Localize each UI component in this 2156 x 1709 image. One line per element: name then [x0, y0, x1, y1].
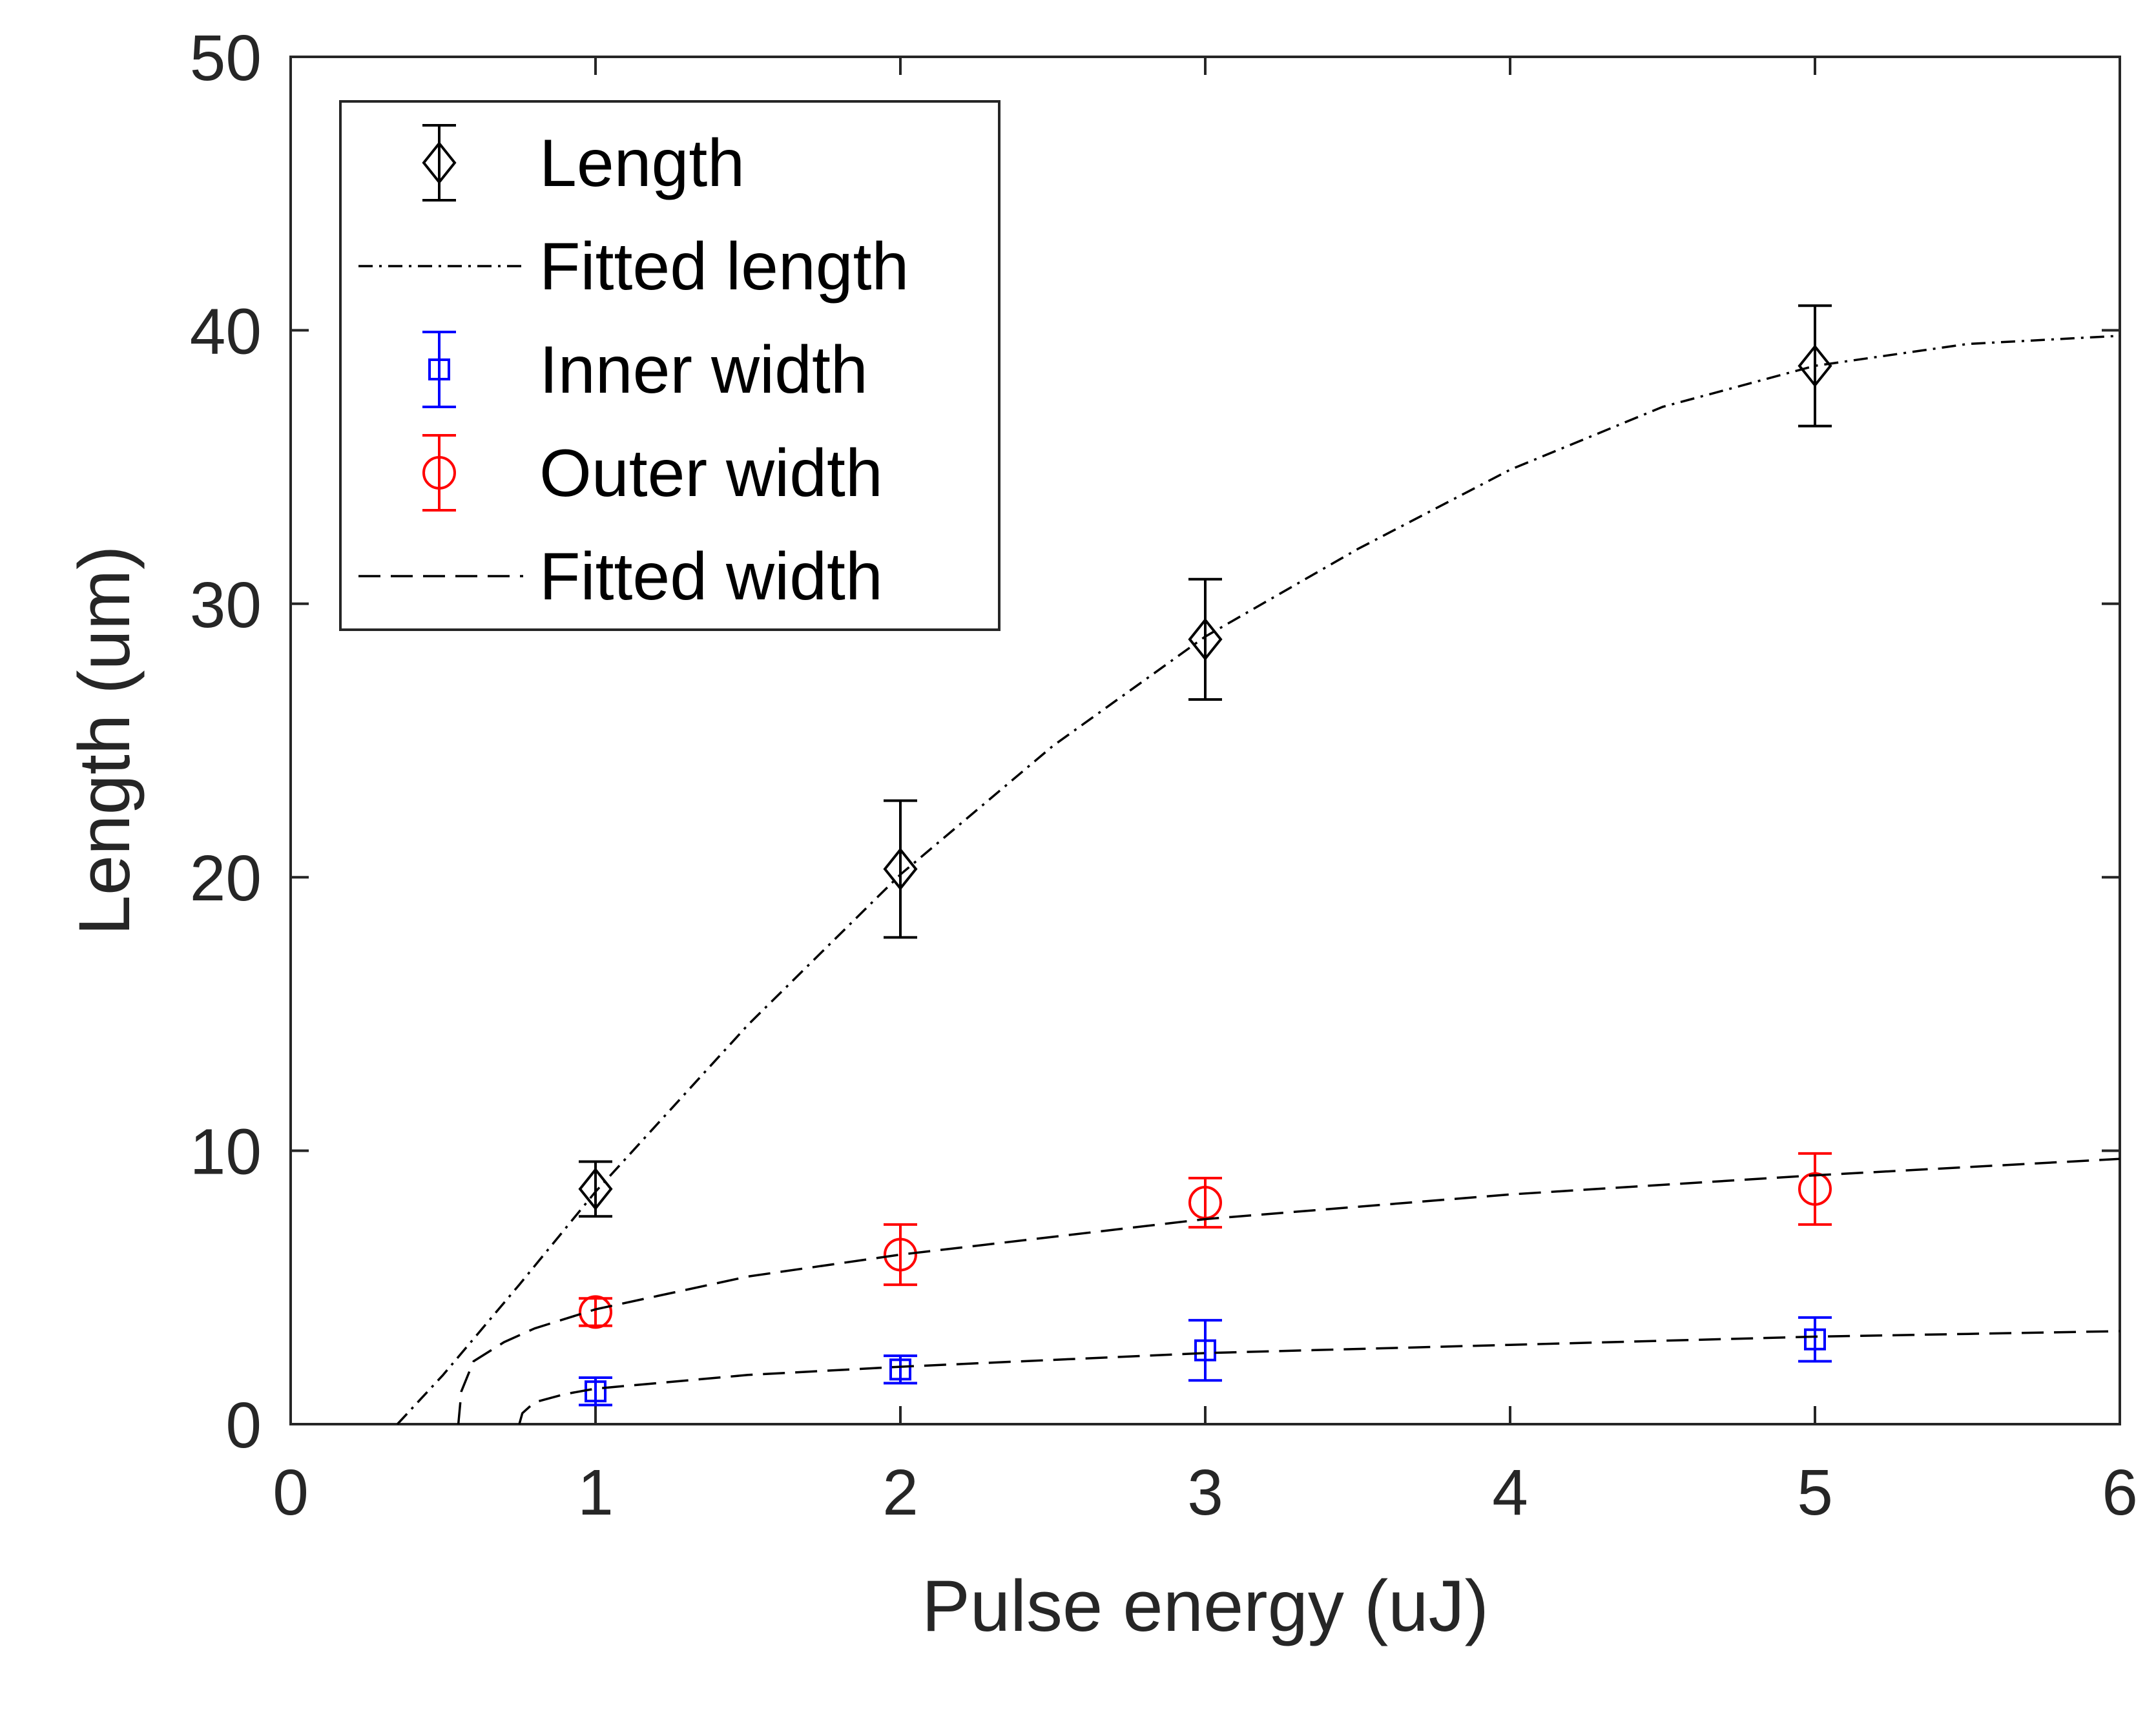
data-point-0-0 [578, 1167, 613, 1211]
legend-label-4: Fitted width [539, 539, 883, 614]
data-point-2-3 [1804, 1328, 1826, 1351]
data-point-3-3 [1798, 1172, 1832, 1206]
data-point-2-2 [1194, 1339, 1216, 1362]
data-point-3-0 [579, 1295, 612, 1329]
legend: Length Fitted length Inner width Outer widt… [339, 100, 1000, 631]
series-2 [579, 1316, 1832, 1407]
x-tick-label-0: 0 [273, 1456, 309, 1529]
legend-entry-0: Length [422, 124, 745, 202]
x-tick-label-1: 1 [577, 1456, 614, 1529]
legend-entry-2: Inner width [422, 331, 868, 408]
y-tick-label-3: 30 [190, 569, 262, 641]
x-tick-label-6: 6 [2102, 1456, 2138, 1529]
legend-label-3: Outer width [539, 436, 883, 511]
fit-line-5 [518, 1330, 2120, 1425]
y-tick-label-1: 10 [190, 1116, 262, 1188]
legend-marker-2 [428, 358, 450, 380]
data-point-0-1 [883, 847, 918, 891]
y-tick-label-0: 0 [225, 1389, 262, 1462]
data-point-3-1 [884, 1238, 917, 1272]
y-tick-label-5: 50 [190, 22, 262, 94]
legend-marker-0 [422, 141, 457, 185]
x-axis-title: Pulse energy (uJ) [922, 1566, 1489, 1646]
x-tick-label-4: 4 [1492, 1456, 1528, 1529]
legend-label-0: Length [539, 126, 745, 201]
axes-layer: 0 1 2 3 4 5 6 0 10 20 30 40 50 [190, 22, 2138, 1529]
data-point-0-2 [1188, 617, 1223, 661]
series-4 [457, 1157, 2120, 1425]
data-point-2-1 [889, 1358, 911, 1381]
x-tick-label-5: 5 [1797, 1456, 1833, 1529]
fit-line-4 [457, 1157, 2120, 1425]
legend-entry-1: Fitted length [358, 229, 909, 304]
series-0 [578, 304, 1832, 1218]
x-tick-label-3: 3 [1187, 1456, 1223, 1529]
x-tick-label-2: 2 [882, 1456, 918, 1529]
series-5 [518, 1330, 2120, 1425]
legend-entry-3: Outer width [422, 434, 883, 512]
series-layer [396, 304, 2120, 1425]
y-axis-title: Length (um) [64, 546, 145, 936]
legend-label-2: Inner width [539, 333, 868, 408]
y-tick-label-2: 20 [190, 842, 262, 915]
data-point-0-3 [1798, 344, 1832, 388]
legend-label-1: Fitted length [539, 229, 909, 304]
series-3 [579, 1152, 1832, 1329]
y-tick-label-4: 40 [190, 295, 262, 368]
legend-entry-4: Fitted width [358, 539, 883, 614]
legend-marker-3 [422, 456, 456, 490]
